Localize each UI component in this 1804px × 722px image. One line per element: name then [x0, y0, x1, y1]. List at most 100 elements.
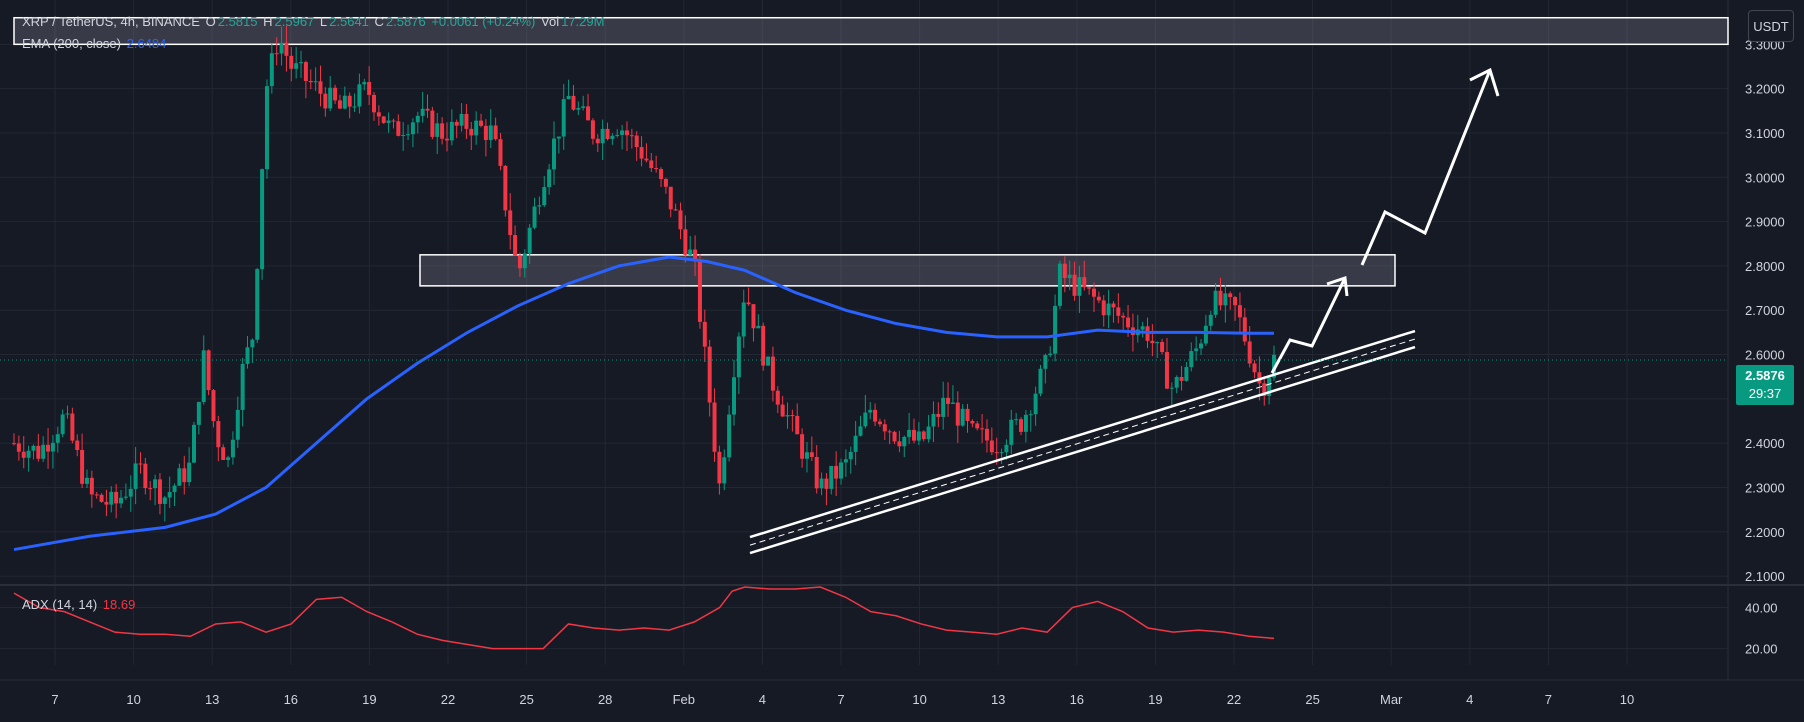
candle-body: [717, 451, 722, 484]
time-tick-label: 4: [759, 692, 766, 707]
candle-body: [177, 468, 182, 486]
currency-button[interactable]: USDT: [1748, 10, 1794, 42]
candle-body: [659, 169, 664, 179]
candle-body: [542, 187, 547, 206]
candle-body: [279, 42, 284, 54]
candle-body: [668, 186, 673, 210]
time-tick-label: Feb: [673, 692, 695, 707]
candle-body: [211, 390, 216, 422]
candle-body: [1004, 444, 1009, 453]
candle-body: [649, 160, 654, 169]
candle-body: [128, 488, 133, 497]
candle-body: [323, 93, 328, 109]
candle-body: [980, 428, 985, 430]
candle-body: [430, 110, 435, 137]
candle-body: [1062, 263, 1067, 279]
candle-body: [498, 139, 503, 166]
candle-body: [683, 229, 688, 255]
candle-body: [1009, 419, 1014, 445]
candle-body: [1106, 303, 1111, 316]
candle-body: [1101, 300, 1106, 316]
close-label: C: [374, 14, 384, 29]
candle-body: [1247, 341, 1252, 364]
open-label: O: [205, 14, 216, 29]
candle-body: [255, 269, 260, 340]
time-tick-label: 4: [1466, 692, 1473, 707]
candle-body: [367, 82, 372, 95]
low-value: 2.5641: [329, 14, 369, 29]
candle-body: [770, 356, 775, 391]
candle-body: [1028, 414, 1033, 416]
price-tick-label: 2.2000: [1745, 525, 1785, 540]
candle-body: [547, 169, 552, 188]
candle-body: [809, 452, 814, 457]
candle-body: [688, 249, 693, 255]
candle-body: [1189, 351, 1194, 368]
candle-body: [1257, 372, 1262, 384]
candle-body: [503, 165, 508, 211]
candle-body: [50, 442, 55, 452]
candle-body: [192, 424, 196, 463]
candle-body: [84, 477, 89, 484]
candle-body: [444, 138, 449, 141]
candle-body: [299, 62, 304, 64]
candle-body: [391, 120, 396, 122]
time-tick-label: 25: [1305, 692, 1319, 707]
candle-body: [1077, 277, 1082, 296]
candle-body: [1033, 393, 1038, 415]
candle-body: [907, 429, 912, 437]
candle-body: [634, 135, 639, 148]
candle-body: [644, 158, 649, 161]
candle-body: [114, 491, 119, 504]
candle-body: [800, 434, 805, 459]
candle-body: [425, 108, 430, 111]
candle-body: [605, 128, 610, 139]
candle-body: [1242, 317, 1247, 342]
candle-body: [1194, 348, 1199, 352]
candle-body: [264, 86, 269, 170]
price-tick-label: 2.9000: [1745, 215, 1785, 230]
high-value: 2.5967: [274, 14, 315, 29]
candle-body: [513, 235, 518, 256]
candle-body: [99, 494, 104, 502]
candle-body: [746, 302, 751, 305]
candle-body: [795, 415, 800, 435]
candle-body: [848, 451, 853, 460]
candle-body: [12, 443, 16, 445]
candle-body: [1019, 419, 1024, 432]
candle-body: [1164, 352, 1169, 389]
candle-body: [386, 120, 391, 123]
candle-body: [868, 409, 873, 413]
candle-body: [75, 440, 80, 450]
candle-body: [610, 135, 615, 139]
candle-body: [741, 302, 746, 337]
candle-body: [284, 42, 289, 56]
candle-body: [435, 123, 440, 137]
adx-value: 18.69: [102, 597, 136, 612]
candle-body: [449, 121, 454, 141]
candle-body: [167, 492, 172, 498]
ema-legend[interactable]: EMA (200, close) 2.6484: [22, 36, 168, 51]
candle-body: [201, 350, 206, 403]
candle-body: [576, 107, 581, 110]
change-value: +0.0061 (+0.24%): [431, 14, 536, 29]
candle-body: [216, 421, 221, 448]
projection-arrowhead-1: [1326, 275, 1349, 297]
candle-body: [552, 138, 556, 170]
volume-label: Vol: [541, 14, 560, 29]
candle-body: [561, 99, 566, 137]
adx-tick-label: 20.00: [1745, 642, 1778, 657]
mid-resistance-zone: [419, 254, 1396, 287]
candle-body: [1067, 274, 1072, 279]
candle-body: [615, 134, 620, 136]
adx-legend[interactable]: ADX (14, 14) 18.69: [22, 597, 137, 612]
candle-body: [474, 120, 479, 136]
candle-body: [274, 53, 279, 55]
candle-body: [532, 206, 537, 228]
candle-body: [55, 434, 60, 443]
candle-body: [493, 125, 498, 140]
candle-body: [853, 435, 858, 452]
candle-body: [459, 113, 464, 126]
candle-body: [722, 457, 727, 484]
